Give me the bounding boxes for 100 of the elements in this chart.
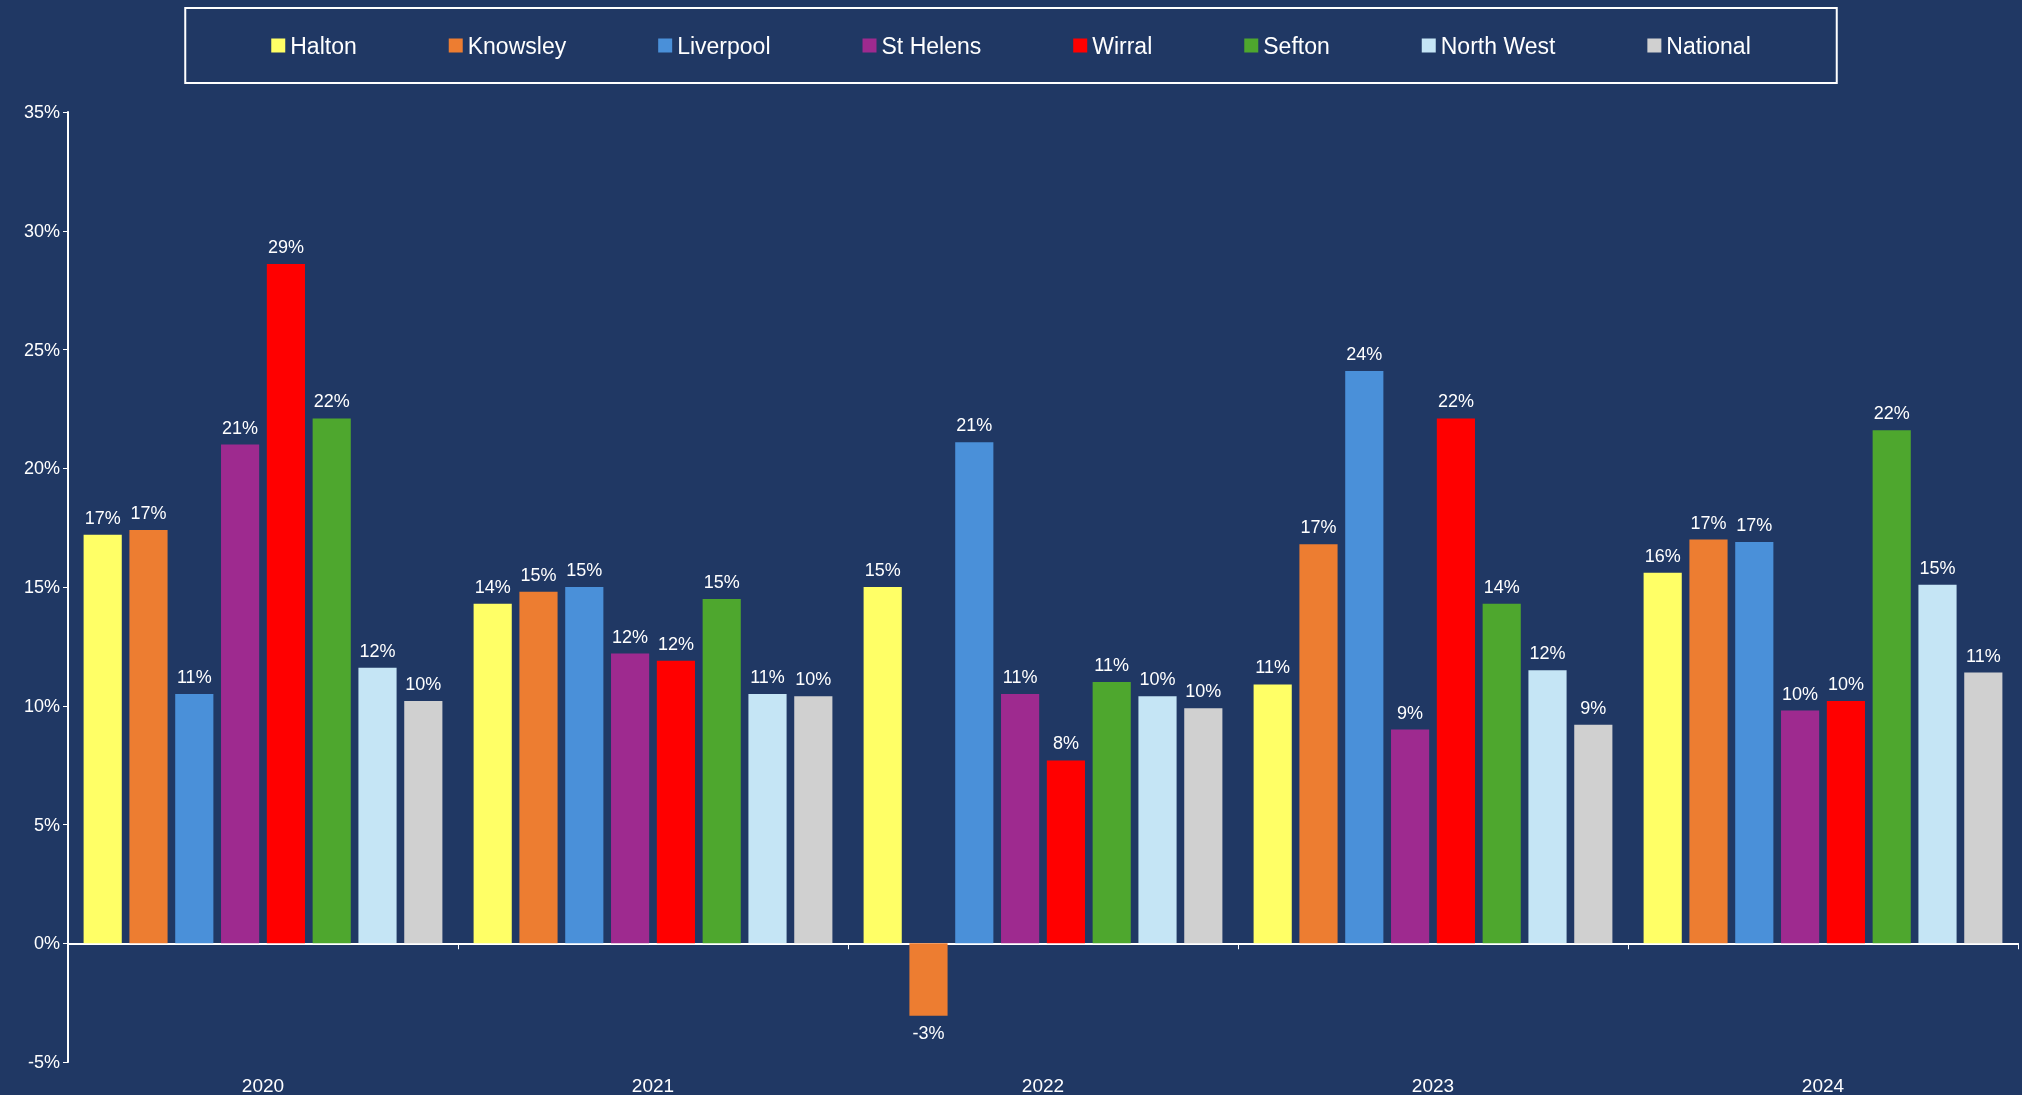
data-label: 10% [1139,669,1176,690]
data-label: 17% [84,507,121,528]
data-label: 22% [313,391,350,412]
data-label: 14% [1483,576,1520,597]
y-tick-label: 20% [23,458,60,479]
data-label: 21% [222,417,259,438]
bar [1138,696,1177,944]
bar [748,693,787,944]
x-tick-label: 2024 [1801,1075,1845,1095]
data-label: 15% [864,560,901,580]
x-tick-label: 2022 [1021,1075,1065,1095]
data-label: 12% [612,626,649,647]
legend-label: National [1666,32,1751,59]
bar [1253,684,1292,944]
data-label: 10% [1782,683,1819,704]
bar [358,667,397,944]
data-label: 15% [566,560,603,580]
data-label: 9% [1397,702,1424,723]
bar [1781,710,1820,944]
data-label: 11% [750,666,785,687]
bar [129,530,168,944]
data-label: 12% [1529,643,1566,664]
legend-label: Liverpool [677,32,771,59]
y-tick-label: 30% [23,220,60,241]
bar [1345,370,1384,944]
bar [1299,544,1338,944]
data-label: 8% [1052,733,1079,754]
data-label: 10% [405,674,442,694]
data-label: 11% [1002,666,1038,687]
data-label: 11% [176,666,212,687]
bar [1001,693,1040,944]
data-label: 22% [1437,391,1474,412]
bar [1689,539,1728,944]
legend-label: Halton [290,32,357,59]
data-label: 10% [1185,681,1222,702]
bar [1964,672,2003,944]
bar [1184,708,1223,944]
bar [473,603,512,944]
data-label: 12% [657,633,694,654]
bar [955,442,994,944]
bar [1918,584,1957,944]
data-label: 9% [1580,697,1607,718]
x-tick-label: 2021 [631,1075,675,1095]
legend-label: Sefton [1263,32,1330,59]
bar [1735,541,1774,944]
data-label: 17% [1300,517,1337,538]
bar [312,418,351,944]
bar [1046,760,1085,944]
y-tick-label: 15% [23,577,60,597]
bar [656,660,695,944]
x-tick-label: 2023 [1411,1075,1455,1095]
y-tick-label: 0% [33,933,60,954]
legend-label: North West [1440,32,1556,59]
bar [1092,682,1131,944]
y-tick-label: 35% [23,102,60,122]
data-label: 29% [267,237,304,257]
data-label: 15% [703,571,740,592]
data-label: 16% [1644,545,1681,566]
data-label: 21% [956,415,993,436]
legend-label: Knowsley [467,32,567,59]
data-label: 22% [1873,403,1910,424]
bar [909,943,948,1016]
bar [519,591,558,944]
data-label: 11% [1965,645,2001,666]
bar [1574,724,1613,944]
bar [266,264,305,944]
data-label: 15% [1919,557,1956,578]
y-tick-label: 5% [33,814,60,835]
data-label: 17% [1736,514,1773,535]
bar [404,701,443,944]
bar [702,598,741,944]
bar [794,696,833,944]
data-label: 17% [1690,512,1727,533]
bar [1826,701,1865,944]
data-label: 11% [1255,657,1291,678]
bar [1643,572,1682,944]
data-label: 15% [520,564,557,585]
y-tick-label: 25% [23,339,60,360]
data-label: 17% [130,503,167,523]
bar [565,587,604,944]
data-label: 24% [1346,343,1383,364]
bar [1391,729,1430,944]
legend-label: St Helens [881,32,982,59]
data-label: 10% [1827,674,1864,694]
data-label: -3% [912,1022,945,1043]
bar [221,444,260,944]
data-label: 11% [1094,655,1130,675]
bar [1528,670,1567,944]
y-tick-label: 10% [23,695,60,716]
bar [611,653,650,944]
bar [1482,603,1521,944]
data-label: 10% [795,669,832,690]
bar [83,534,122,944]
data-label: 12% [359,640,396,661]
bar [1436,418,1475,944]
data-label: 14% [474,576,511,597]
bar [1872,430,1911,944]
bar [863,587,902,944]
y-tick-label: -5% [27,1052,60,1072]
legend-label: Wirral [1092,32,1153,59]
